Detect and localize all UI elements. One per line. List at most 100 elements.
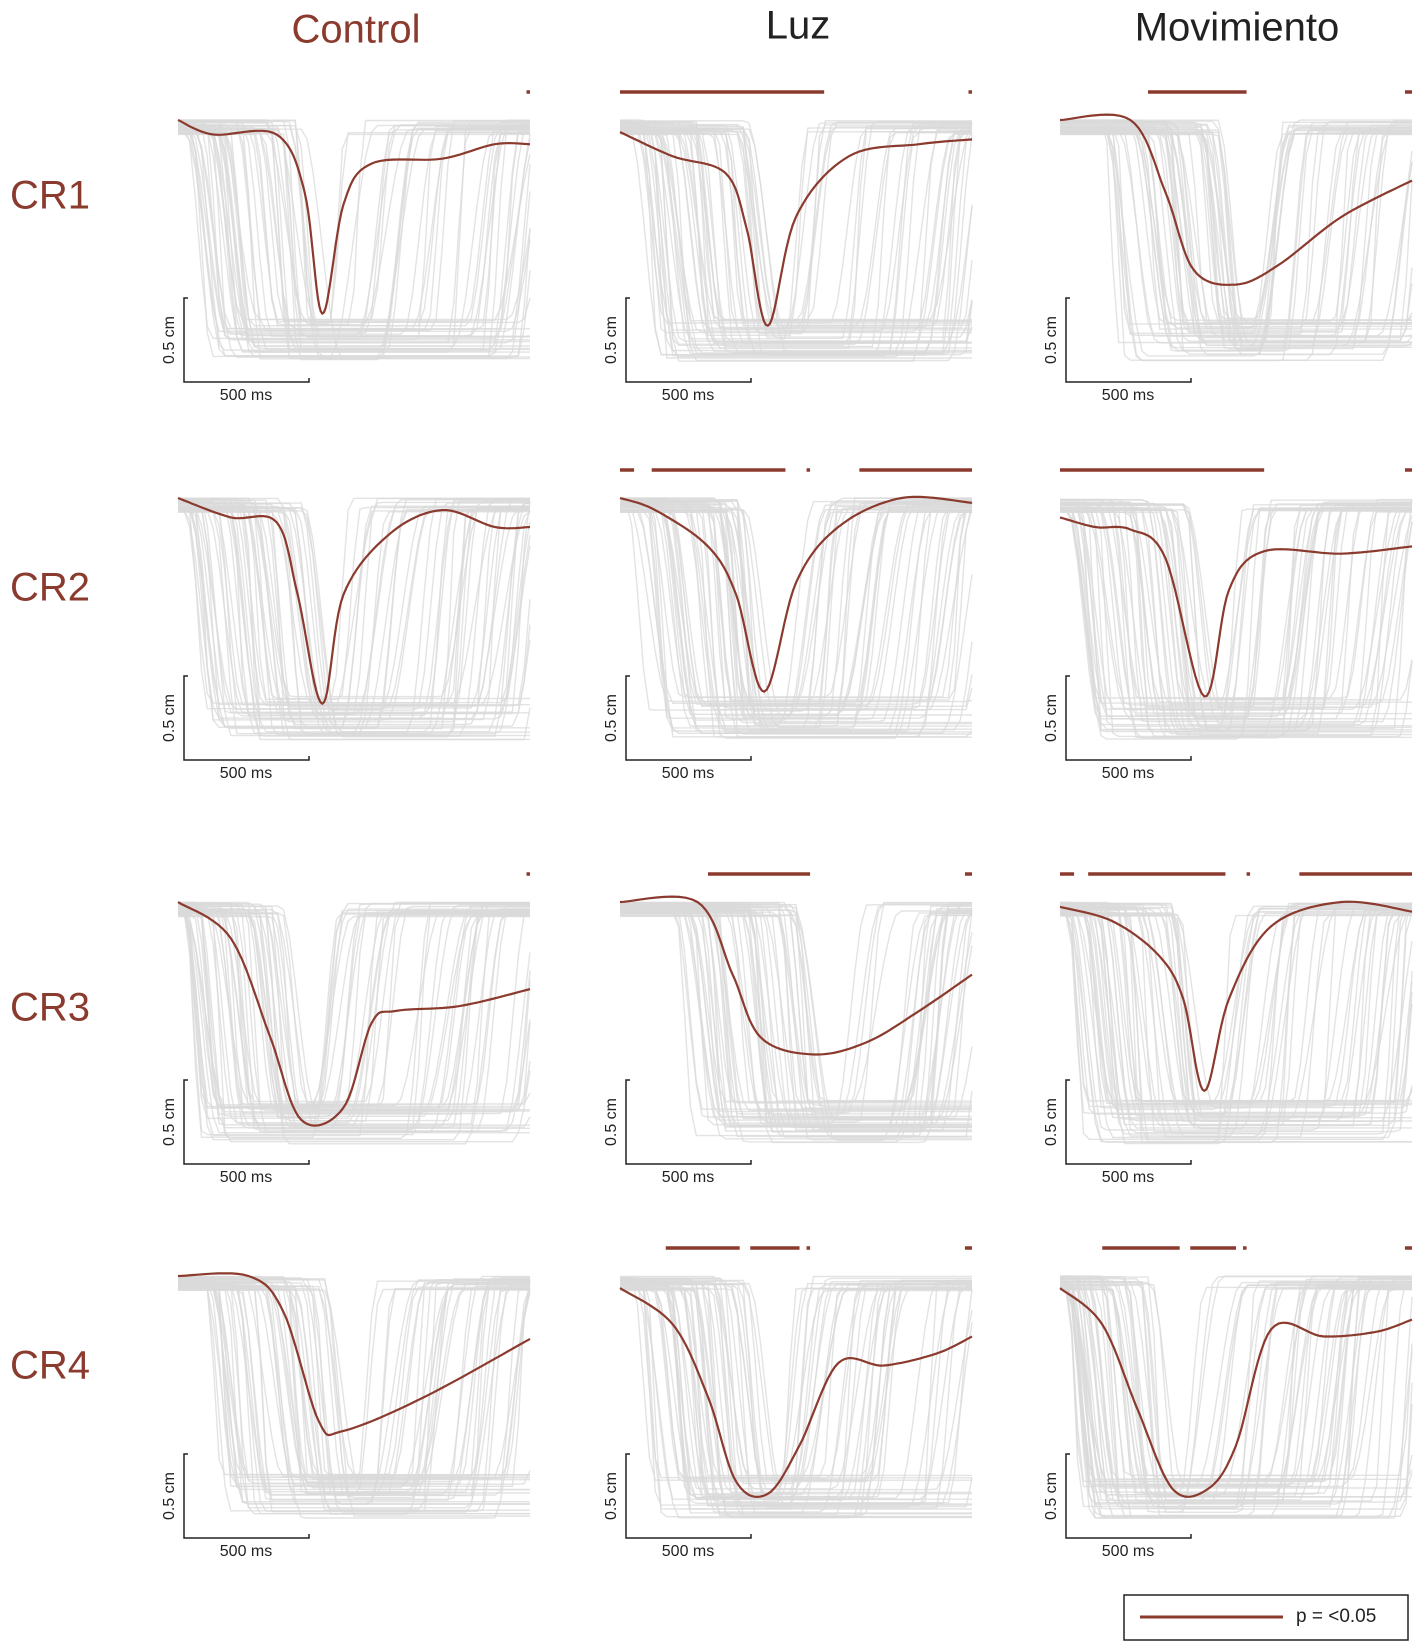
- scale-bar: [625, 675, 752, 761]
- trace: [620, 910, 972, 1111]
- trace: [620, 120, 972, 331]
- trace: [620, 914, 972, 1102]
- row-label: CR3: [10, 986, 90, 1030]
- legend-label: p = <0.05: [1296, 1606, 1376, 1627]
- scale-y-label: 0.5 cm: [603, 1472, 620, 1520]
- trace: [620, 1289, 972, 1503]
- trace: [178, 908, 530, 1105]
- scale-x-label: 500 ms: [220, 765, 272, 782]
- scale-x-label: 500 ms: [220, 1169, 272, 1186]
- trace: [178, 501, 530, 717]
- mean-trace: [177, 118, 530, 316]
- trace: [1060, 501, 1412, 727]
- scale-x-label: 500 ms: [662, 765, 714, 782]
- mean-trace: [177, 1272, 531, 1437]
- scale-x-label: 500 ms: [1102, 765, 1154, 782]
- scale-x-label: 500 ms: [220, 387, 272, 404]
- trace: [620, 908, 973, 1118]
- trace: [1060, 903, 1412, 1135]
- trace: [178, 124, 530, 337]
- trace: [1060, 911, 1412, 1105]
- trace: [620, 1288, 972, 1478]
- trace: [620, 1280, 972, 1517]
- trace: [620, 909, 972, 1103]
- mean-trace: [177, 496, 531, 706]
- trace: [1060, 1280, 1412, 1508]
- trace: [178, 507, 530, 738]
- scale-bar: [1065, 1453, 1192, 1539]
- trace: [1060, 120, 1413, 324]
- scale-y-label: 0.5 cm: [1043, 1472, 1060, 1520]
- trace: [1060, 901, 1413, 1139]
- trace: [620, 128, 972, 353]
- trace: [178, 504, 530, 700]
- trace: [178, 120, 530, 353]
- legend: p = <0.05: [1123, 1594, 1409, 1641]
- trace: [1060, 509, 1412, 726]
- trace: [178, 509, 530, 719]
- trace: [178, 910, 530, 1134]
- trace: [620, 510, 972, 719]
- panel: 0.5 cm 500 ms: [603, 1246, 973, 1560]
- trace: [1060, 123, 1412, 346]
- trace: [1060, 1287, 1412, 1510]
- column-title: Luz: [766, 4, 831, 48]
- scale-x-label: 500 ms: [220, 1543, 272, 1560]
- trace: [1060, 133, 1412, 321]
- trace: [620, 908, 972, 1118]
- mean-trace: [1059, 113, 1413, 286]
- scale-y-label: 0.5 cm: [603, 694, 620, 742]
- mean-trace: [1059, 516, 1413, 698]
- trace: [178, 127, 530, 330]
- scale-x-label: 500 ms: [1102, 1169, 1154, 1186]
- scale-bar: [625, 1453, 752, 1539]
- scale-bar: [1065, 675, 1192, 761]
- trace: [178, 510, 531, 735]
- trace: [1060, 905, 1412, 1143]
- trace: [178, 508, 530, 728]
- scale-bar: [183, 1453, 310, 1539]
- panel: 0.5 cm 500 ms: [603, 468, 973, 782]
- trace: [620, 501, 972, 698]
- trace: [178, 901, 531, 1128]
- trace: [178, 1284, 530, 1512]
- trace: [1060, 1275, 1412, 1480]
- panel: 0.5 cm 500 ms: [603, 90, 973, 404]
- trace: [178, 909, 530, 1125]
- trace: [1060, 499, 1412, 731]
- trace: [178, 125, 531, 357]
- trace: [620, 912, 972, 1137]
- trace: [178, 1286, 531, 1519]
- trace: [620, 121, 972, 346]
- trace: [620, 509, 972, 738]
- scale-x-label: 500 ms: [1102, 1543, 1154, 1560]
- column-title: Control: [292, 8, 421, 52]
- scale-y-label: 0.5 cm: [161, 1472, 178, 1520]
- trace: [178, 126, 530, 344]
- trace: [620, 499, 972, 734]
- trace: [620, 907, 972, 1109]
- mean-trace: [177, 901, 531, 1127]
- trace: [178, 498, 530, 730]
- scale-x-label: 500 ms: [1102, 387, 1154, 404]
- panel: 0.5 cm 500 ms: [1043, 1246, 1413, 1560]
- panel: 0.5 cm 500 ms: [603, 872, 973, 1186]
- trace: [620, 909, 972, 1108]
- trace: [620, 912, 972, 1112]
- trace: [178, 906, 530, 1114]
- mean-trace: [619, 495, 973, 693]
- trace: [178, 913, 530, 1141]
- trace: [620, 910, 972, 1104]
- scale-y-label: 0.5 cm: [161, 694, 178, 742]
- trace: [178, 125, 530, 321]
- trace: [620, 503, 972, 711]
- trace: [1060, 1283, 1413, 1519]
- trace: [178, 1284, 530, 1493]
- trace: [178, 1284, 530, 1509]
- trace: [620, 123, 972, 358]
- trace: [620, 122, 972, 330]
- trace: [620, 909, 972, 1119]
- scale-y-label: 0.5 cm: [603, 1098, 620, 1146]
- mean-trace: [1059, 1287, 1413, 1498]
